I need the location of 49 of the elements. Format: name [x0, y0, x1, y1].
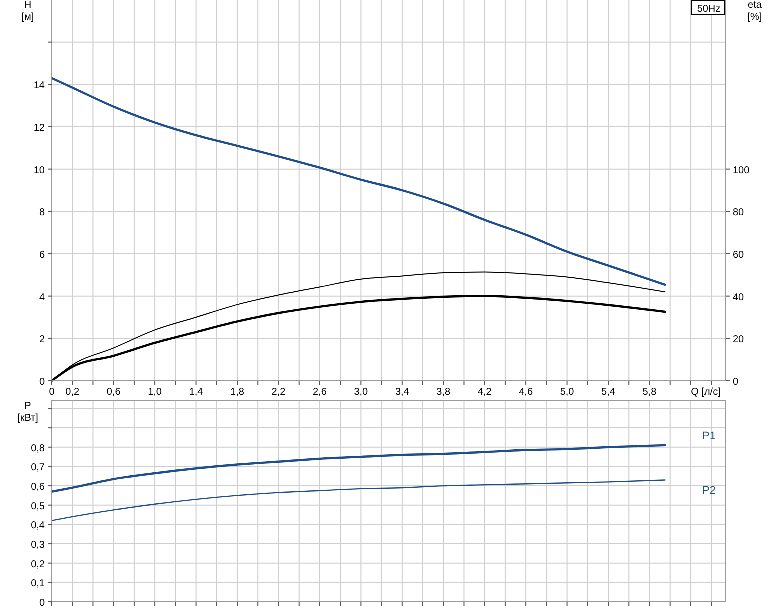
x-tick-label: 5,0	[560, 387, 575, 398]
y-tick-label: 2	[39, 334, 46, 346]
y-tick-label: 14	[34, 80, 46, 92]
y-axis-title: P [кВт]	[18, 401, 39, 424]
text: P2	[702, 485, 716, 498]
line-series	[50, 77, 666, 286]
y2-tick-label: 100	[733, 165, 750, 176]
y-tick-label: 6	[39, 250, 46, 261]
y-tick-label: 8	[39, 208, 46, 219]
x-tick-label: 5,8	[642, 387, 658, 398]
x-tick-label: 1,4	[189, 387, 204, 398]
x-tick-label: 5,4	[602, 387, 616, 398]
x-tick-label: 4,6	[519, 387, 534, 398]
y-tick-label: 0	[39, 598, 46, 609]
y2-tick-label: 80	[733, 208, 745, 219]
x-tick-label: 0,2	[66, 387, 80, 398]
y-tick-label: 0	[39, 377, 46, 388]
y2-tick-label: 20	[733, 334, 745, 346]
y-axis-title: H [м]	[22, 0, 34, 23]
y-tick-label: 12	[34, 123, 46, 134]
y-tick-label: 0,2	[31, 559, 46, 570]
y2-tick-label: 0	[733, 377, 739, 388]
x-tick-label: 2,2	[272, 387, 286, 398]
y-tick-label: 0,4	[31, 520, 46, 532]
y2-axis-title: eta [%]	[748, 0, 762, 23]
x-tick-label: 0,6	[106, 387, 122, 398]
y-tick-label: 0,5	[31, 501, 46, 512]
x-tick-label: 2,6	[313, 387, 328, 398]
y-tick-label: 0,6	[31, 482, 46, 494]
x-tick-label: 4,2	[478, 387, 492, 398]
x-tick-label: 1,0	[148, 387, 162, 398]
y-tick-label: 10	[34, 165, 46, 176]
y2-tick-label: 60	[733, 250, 745, 261]
x-tick-label: 0	[49, 387, 56, 398]
x-tick-label: 3,4	[395, 387, 410, 398]
x-tick-label: 3,0	[354, 387, 369, 398]
y-tick-label: 0,7	[31, 462, 46, 474]
y-tick-label: 0,3	[31, 540, 46, 552]
x-tick-label: 3,8	[436, 387, 452, 398]
y-tick-label: 0,1	[31, 578, 46, 590]
line-series	[50, 444, 666, 493]
x-axis-title: Q [л/с]	[691, 387, 722, 398]
y2-tick-label: 40	[733, 292, 745, 304]
annotation: 50Hz	[697, 4, 721, 15]
y-tick-label: 4	[39, 292, 46, 304]
y-tick-label: 0,8	[31, 443, 46, 454]
x-tick-label: 1,8	[230, 387, 245, 398]
text: P1	[702, 430, 716, 442]
line-series	[51, 480, 666, 522]
